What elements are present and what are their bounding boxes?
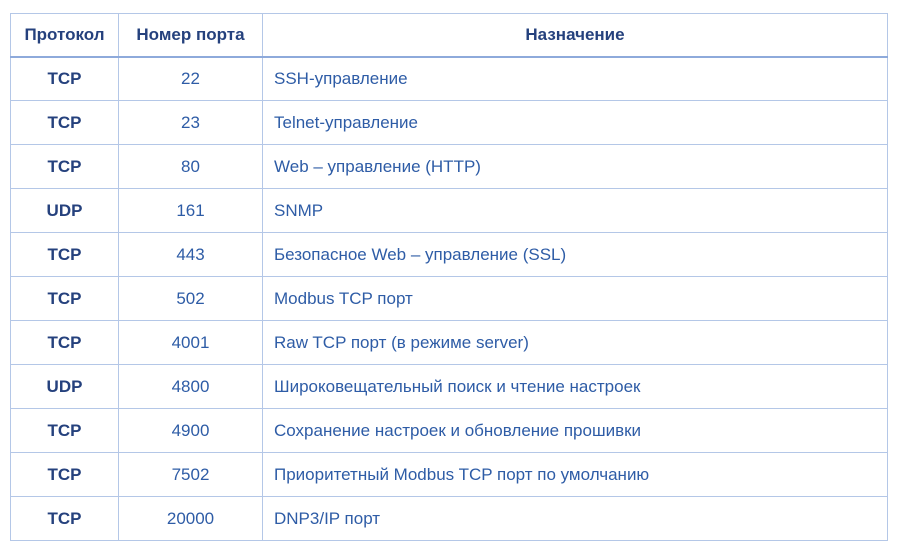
port-cell: 80 <box>118 144 263 189</box>
port-cell: 161 <box>118 188 263 233</box>
purpose-cell: Приоритетный Modbus TCP порт по умолчани… <box>262 452 888 497</box>
port-cell: 4800 <box>118 364 263 409</box>
table-row: TCP 7502 Приоритетный Modbus TCP порт по… <box>10 452 888 497</box>
ports-table: Протокол Номер порта Назначение TCP 22 S… <box>10 13 888 541</box>
port-cell: 4900 <box>118 408 263 453</box>
purpose-cell: Web – управление (HTTP) <box>262 144 888 189</box>
port-cell: 443 <box>118 232 263 277</box>
header-protocol: Протокол <box>10 13 119 58</box>
protocol-cell: UDP <box>10 364 119 409</box>
purpose-cell: SSH-управление <box>262 56 888 101</box>
header-port: Номер порта <box>118 13 263 58</box>
ports-table-container: Протокол Номер порта Назначение TCP 22 S… <box>10 13 888 541</box>
port-cell: 20000 <box>118 496 263 541</box>
purpose-cell: Широковещательный поиск и чтение настрое… <box>262 364 888 409</box>
purpose-cell: DNP3/IP порт <box>262 496 888 541</box>
table-row: UDP 4800 Широковещательный поиск и чтени… <box>10 364 888 409</box>
table-row: TCP 4900 Сохранение настроек и обновлени… <box>10 408 888 453</box>
port-cell: 4001 <box>118 320 263 365</box>
table-row: TCP 502 Modbus TCP порт <box>10 276 888 321</box>
protocol-cell: TCP <box>10 496 119 541</box>
port-cell: 7502 <box>118 452 263 497</box>
protocol-cell: TCP <box>10 276 119 321</box>
header-purpose: Назначение <box>262 13 888 58</box>
purpose-cell: Raw TCP порт (в режиме server) <box>262 320 888 365</box>
table-header: Протокол Номер порта Назначение <box>10 13 888 58</box>
protocol-cell: UDP <box>10 188 119 233</box>
protocol-cell: TCP <box>10 452 119 497</box>
protocol-cell: TCP <box>10 100 119 145</box>
port-cell: 23 <box>118 100 263 145</box>
purpose-cell: Сохранение настроек и обновление прошивк… <box>262 408 888 453</box>
purpose-cell: SNMP <box>262 188 888 233</box>
table-row: TCP 23 Telnet-управление <box>10 100 888 145</box>
table-row: TCP 4001 Raw TCP порт (в режиме server) <box>10 320 888 365</box>
protocol-cell: TCP <box>10 408 119 453</box>
table-row: TCP 22 SSH-управление <box>10 56 888 101</box>
port-cell: 22 <box>118 56 263 101</box>
port-cell: 502 <box>118 276 263 321</box>
table-row: TCP 443 Безопасное Web – управление (SSL… <box>10 232 888 277</box>
table-row: UDP 161 SNMP <box>10 188 888 233</box>
purpose-cell: Безопасное Web – управление (SSL) <box>262 232 888 277</box>
protocol-cell: TCP <box>10 232 119 277</box>
protocol-cell: TCP <box>10 56 119 101</box>
header-row: Протокол Номер порта Назначение <box>10 13 888 58</box>
protocol-cell: TCP <box>10 144 119 189</box>
protocol-cell: TCP <box>10 320 119 365</box>
purpose-cell: Telnet-управление <box>262 100 888 145</box>
table-body: TCP 22 SSH-управление TCP 23 Telnet-упра… <box>10 56 888 541</box>
table-row: TCP 80 Web – управление (HTTP) <box>10 144 888 189</box>
table-row: TCP 20000 DNP3/IP порт <box>10 496 888 541</box>
purpose-cell: Modbus TCP порт <box>262 276 888 321</box>
